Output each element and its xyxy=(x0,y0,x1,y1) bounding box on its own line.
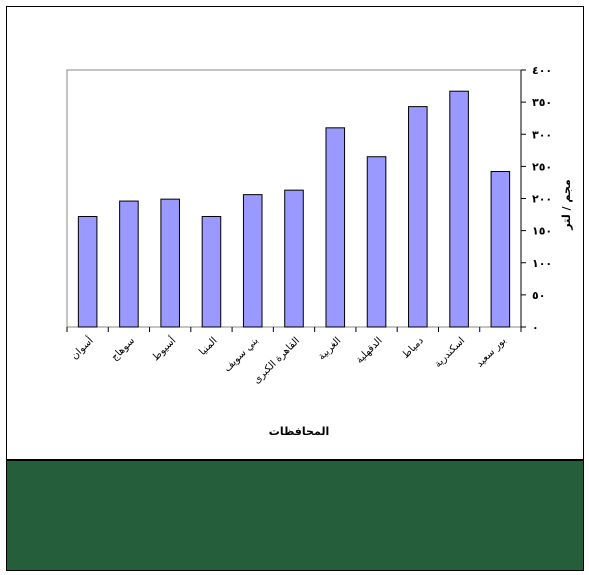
x-axis-title: المحافظات xyxy=(269,425,329,438)
y-ticks-group: ٠ ٥٠ ١٠٠ ١٥٠ ٢٠٠ ٢٥٠ ٣٠٠ ٣٥٠ ٤٠٠ xyxy=(521,64,552,334)
bar-chart: ٠ ٥٠ ١٠٠ ١٥٠ ٢٠٠ ٢٥٠ ٣٠٠ ٣٥٠ ٤٠٠ أسوان سوهاج أسيوط… xyxy=(66,64,573,438)
bar-2 xyxy=(160,198,180,328)
bar-10 xyxy=(490,171,511,328)
category-label: سوهاج xyxy=(109,335,137,363)
y-tick-label: ٣٠٠ xyxy=(532,128,552,141)
category-label: المنيا xyxy=(197,335,219,357)
bar-4 xyxy=(242,194,263,328)
y-tick-label: ١٠٠ xyxy=(532,257,552,270)
category-label: بني سويف xyxy=(222,335,261,374)
category-label: اسكندرية xyxy=(433,335,468,370)
y-tick-label: ٥٠ xyxy=(532,289,545,302)
bar-1 xyxy=(119,200,139,328)
bar-5 xyxy=(284,189,304,328)
category-label: أسوان xyxy=(68,334,96,362)
bar-9 xyxy=(449,90,469,328)
bars-group xyxy=(77,90,511,328)
bar-7 xyxy=(366,156,387,328)
y-tick-label: ٤٠٠ xyxy=(532,64,552,77)
bar-6 xyxy=(325,127,346,328)
category-label: الغربية xyxy=(316,335,343,362)
category-label: الدقهلية xyxy=(354,335,385,366)
bar-8 xyxy=(408,106,428,328)
y-tick-label: ٠ xyxy=(532,321,539,334)
slide-frame: ٠ ٥٠ ١٠٠ ١٥٠ ٢٠٠ ٢٥٠ ٣٠٠ ٣٥٠ ٤٠٠ أسوان سوهاج أسيوط… xyxy=(6,6,584,571)
bar-0 xyxy=(77,215,98,328)
bar-3 xyxy=(201,215,222,328)
footer-band xyxy=(7,459,583,570)
y-tick-label: ٣٥٠ xyxy=(532,96,552,109)
x-ticks-group xyxy=(66,327,522,332)
category-label: دمياط xyxy=(400,335,426,361)
y-tick-label: ٢٠٠ xyxy=(532,193,552,206)
y-tick-label: ٢٥٠ xyxy=(532,160,552,173)
category-label: أسيوط xyxy=(149,334,179,364)
y-axis-title: مجم / لتر xyxy=(560,179,573,231)
category-label: بور سعيد xyxy=(474,335,508,369)
y-tick-label: ١٥٠ xyxy=(532,225,552,238)
